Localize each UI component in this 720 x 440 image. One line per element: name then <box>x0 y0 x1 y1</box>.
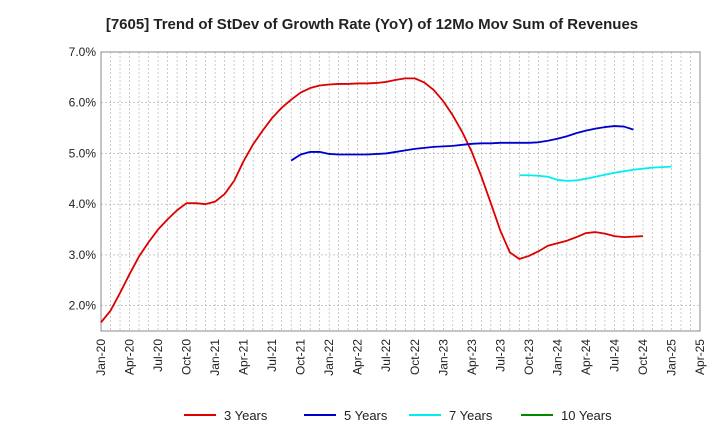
x-tick-label: Oct-20 <box>180 339 194 375</box>
x-axis-ticks: Jan-20 Apr-20 Jul-20 Oct-20 Jan-21 Apr-21 Jul-… <box>94 339 707 376</box>
x-tick-label: Apr-23 <box>465 339 479 375</box>
legend-label: 10 Years <box>561 408 612 423</box>
x-tick-label: Oct-21 <box>294 339 308 375</box>
plot-frame <box>100 51 701 332</box>
x-tick-label: Apr-24 <box>579 339 593 375</box>
x-tick-label: Jul-21 <box>265 339 279 372</box>
y-tick-label: 3.0% <box>69 248 97 262</box>
x-tick-label: Jul-23 <box>493 339 507 372</box>
y-tick-label: 5.0% <box>69 146 97 160</box>
y-tick-label: 2.0% <box>69 299 97 313</box>
x-tick-label: Apr-22 <box>351 339 365 375</box>
y-tick-label: 7.0% <box>69 45 97 59</box>
x-tick-label: Jan-20 <box>94 339 108 376</box>
legend-label: 7 Years <box>449 408 493 423</box>
x-tick-label: Jul-24 <box>607 339 621 372</box>
grid-layer <box>101 52 700 331</box>
series-line-5-years <box>290 125 634 162</box>
x-tick-label: Jan-22 <box>322 339 336 376</box>
x-tick-label: Oct-22 <box>408 339 422 375</box>
x-tick-label: Apr-25 <box>693 339 707 375</box>
series-line-3-years <box>100 77 643 323</box>
x-tick-label: Jan-21 <box>208 339 222 376</box>
legend: 3 Years 5 Years 7 Years 10 Years <box>184 408 612 423</box>
y-axis-ticks: 2.0% 3.0% 4.0% 5.0% 6.0% 7.0% <box>69 45 97 313</box>
x-tick-label: Apr-20 <box>123 339 137 375</box>
x-tick-label: Jan-23 <box>436 339 450 376</box>
x-tick-label: Oct-23 <box>522 339 536 375</box>
x-tick-label: Jan-24 <box>550 339 564 376</box>
y-tick-label: 4.0% <box>69 197 97 211</box>
x-tick-label: Jul-22 <box>379 339 393 372</box>
series-line-7-years <box>519 165 672 182</box>
legend-label: 3 Years <box>224 408 268 423</box>
series-layer <box>100 77 672 323</box>
x-tick-label: Jul-20 <box>151 339 165 372</box>
chart-title: [7605] Trend of StDev of Growth Rate (Yo… <box>106 16 638 33</box>
x-tick-label: Jan-25 <box>664 339 678 376</box>
x-tick-label: Apr-21 <box>237 339 251 375</box>
y-tick-label: 6.0% <box>69 96 97 110</box>
legend-label: 5 Years <box>344 408 388 423</box>
x-tick-label: Oct-24 <box>636 339 650 375</box>
